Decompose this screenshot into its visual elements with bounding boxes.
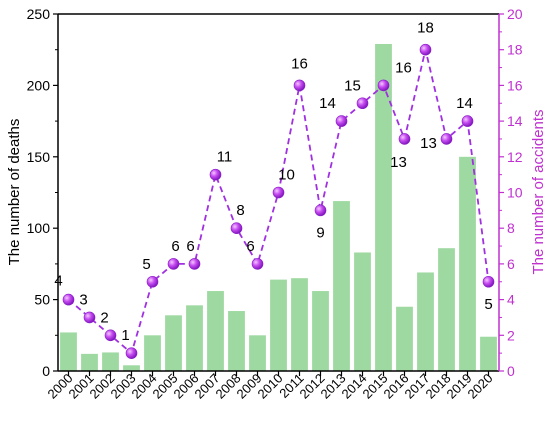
y-tick-label-right: 8 bbox=[507, 220, 515, 236]
y-tick-label-right: 16 bbox=[507, 77, 523, 93]
bar bbox=[81, 353, 98, 371]
bar bbox=[249, 335, 266, 371]
line-point bbox=[356, 97, 369, 110]
bar bbox=[480, 336, 497, 371]
y-axis-right-title: The number of accidents bbox=[530, 109, 547, 274]
data-label: 5 bbox=[142, 256, 150, 273]
y-tick-label-right: 20 bbox=[507, 6, 523, 22]
bar bbox=[102, 352, 119, 371]
y-tick-label-right: 14 bbox=[507, 113, 523, 129]
data-label: 6 bbox=[186, 238, 194, 255]
data-label: 15 bbox=[344, 77, 361, 94]
line-point bbox=[419, 43, 432, 56]
line-point bbox=[314, 204, 327, 217]
bar bbox=[186, 305, 203, 371]
y-tick-label-right: 4 bbox=[507, 292, 515, 308]
data-label: 14 bbox=[319, 95, 336, 112]
line-point bbox=[377, 79, 390, 92]
y-tick-label-left: 0 bbox=[42, 363, 50, 379]
bar bbox=[165, 315, 182, 371]
data-label: 1 bbox=[121, 327, 129, 344]
y-tick-label-left: 50 bbox=[34, 292, 50, 308]
bar bbox=[270, 279, 287, 371]
data-label: 8 bbox=[236, 202, 244, 219]
y-axis-left-title: The number of deaths bbox=[6, 119, 23, 266]
line-point bbox=[293, 79, 306, 92]
y-tick-label-right: 12 bbox=[507, 149, 523, 165]
line-point bbox=[461, 115, 474, 127]
bar bbox=[123, 365, 140, 371]
bar bbox=[207, 291, 224, 371]
y-tick-label-right: 6 bbox=[507, 256, 515, 272]
line-point bbox=[104, 329, 117, 342]
y-tick-label-left: 150 bbox=[27, 149, 51, 165]
bar bbox=[60, 332, 77, 371]
line-point bbox=[167, 258, 180, 270]
line-layer bbox=[62, 43, 495, 359]
data-label: 3 bbox=[79, 291, 87, 308]
line-point bbox=[125, 347, 138, 359]
data-label: 6 bbox=[246, 238, 254, 255]
line-point bbox=[146, 275, 159, 288]
data-label: 13 bbox=[390, 154, 407, 171]
y-tick-label-right: 18 bbox=[507, 42, 523, 58]
labels-layer: 4321566118610169141516131813145 bbox=[54, 20, 492, 344]
data-label: 10 bbox=[278, 167, 295, 184]
data-label: 16 bbox=[395, 59, 412, 76]
data-label: 16 bbox=[291, 55, 308, 72]
data-label: 6 bbox=[171, 238, 179, 255]
y-tick-label-left: 250 bbox=[27, 6, 51, 22]
line-point bbox=[272, 186, 285, 199]
y-tick-label-right: 0 bbox=[507, 363, 515, 379]
bar bbox=[417, 272, 434, 371]
bar bbox=[438, 248, 455, 371]
line-point bbox=[482, 275, 495, 288]
bar bbox=[375, 43, 392, 371]
line-point bbox=[83, 311, 96, 324]
y-tick-label-left: 200 bbox=[27, 77, 51, 93]
data-label: 18 bbox=[417, 20, 434, 37]
data-label: 9 bbox=[316, 224, 324, 241]
bar bbox=[333, 201, 350, 371]
y-tick-label-right: 10 bbox=[507, 185, 523, 201]
data-label: 13 bbox=[420, 135, 437, 152]
line-point bbox=[335, 115, 348, 127]
bar bbox=[291, 278, 308, 371]
line-point bbox=[209, 168, 222, 181]
data-label: 11 bbox=[217, 149, 233, 166]
bar bbox=[354, 252, 371, 371]
data-label: 2 bbox=[100, 309, 108, 326]
bar bbox=[459, 156, 476, 371]
line-point bbox=[62, 293, 75, 306]
bar bbox=[144, 335, 161, 371]
bar bbox=[228, 311, 245, 371]
line-point bbox=[398, 133, 411, 145]
line-point bbox=[188, 258, 201, 270]
bars-layer bbox=[60, 43, 497, 371]
y-tick-label-left: 100 bbox=[27, 220, 51, 236]
y-tick-label-right: 2 bbox=[507, 327, 515, 343]
bar bbox=[396, 306, 413, 371]
data-label: 14 bbox=[456, 95, 473, 112]
line-point bbox=[251, 258, 264, 270]
line-point bbox=[440, 133, 453, 145]
line-point bbox=[230, 222, 243, 234]
bar bbox=[312, 291, 329, 371]
x-tick-label: 2020 bbox=[465, 371, 496, 402]
data-label: 5 bbox=[484, 296, 492, 313]
